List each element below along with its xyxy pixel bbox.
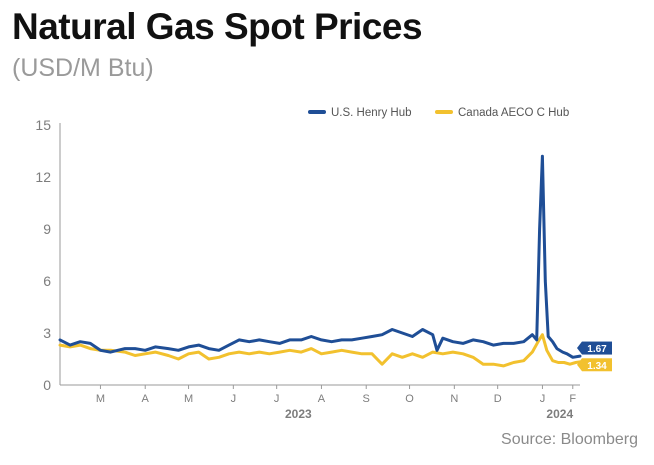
chart-title: Natural Gas Spot Prices — [12, 6, 423, 47]
x-year-label: 2023 — [285, 407, 312, 421]
x-tick-label: O — [405, 393, 414, 405]
x-tick-label: J — [274, 393, 280, 405]
x-tick-label: A — [142, 393, 150, 405]
henry-end-label-pointer — [577, 341, 582, 355]
x-tick-label: S — [363, 393, 370, 405]
x-tick-label: M — [184, 393, 193, 405]
aeco-end-label: 1.34 — [587, 361, 607, 372]
x-tick-label: M — [96, 393, 105, 405]
x-tick-label: J — [540, 393, 546, 405]
x-tick-label: N — [450, 393, 458, 405]
y-tick-label: 0 — [43, 377, 51, 393]
legend-aeco-label: Canada AECO C Hub — [458, 107, 569, 119]
x-tick-label: J — [231, 393, 237, 405]
y-tick-label: 15 — [35, 117, 51, 133]
chart-subtitle: (USD/M Btu) — [12, 54, 154, 82]
y-tick-label: 6 — [43, 273, 51, 289]
x-tick-label: D — [494, 393, 502, 405]
x-year-label: 2024 — [546, 407, 573, 421]
aeco-series-line — [58, 333, 582, 368]
aeco-end-label-box — [582, 358, 612, 372]
y-tick-label: 9 — [43, 221, 51, 237]
henry-series-line — [58, 154, 582, 359]
henry-end-label-box — [582, 341, 612, 355]
x-tick-label: F — [569, 393, 576, 405]
x-tick-label: A — [318, 393, 326, 405]
y-tick-label: 3 — [43, 325, 51, 341]
aeco-end-label-pointer — [577, 358, 582, 372]
source-note: Source: Bloomberg — [501, 431, 638, 448]
y-tick-label: 12 — [35, 169, 51, 185]
henry-end-label: 1.67 — [587, 344, 607, 355]
legend-henry-label: U.S. Henry Hub — [331, 107, 412, 119]
